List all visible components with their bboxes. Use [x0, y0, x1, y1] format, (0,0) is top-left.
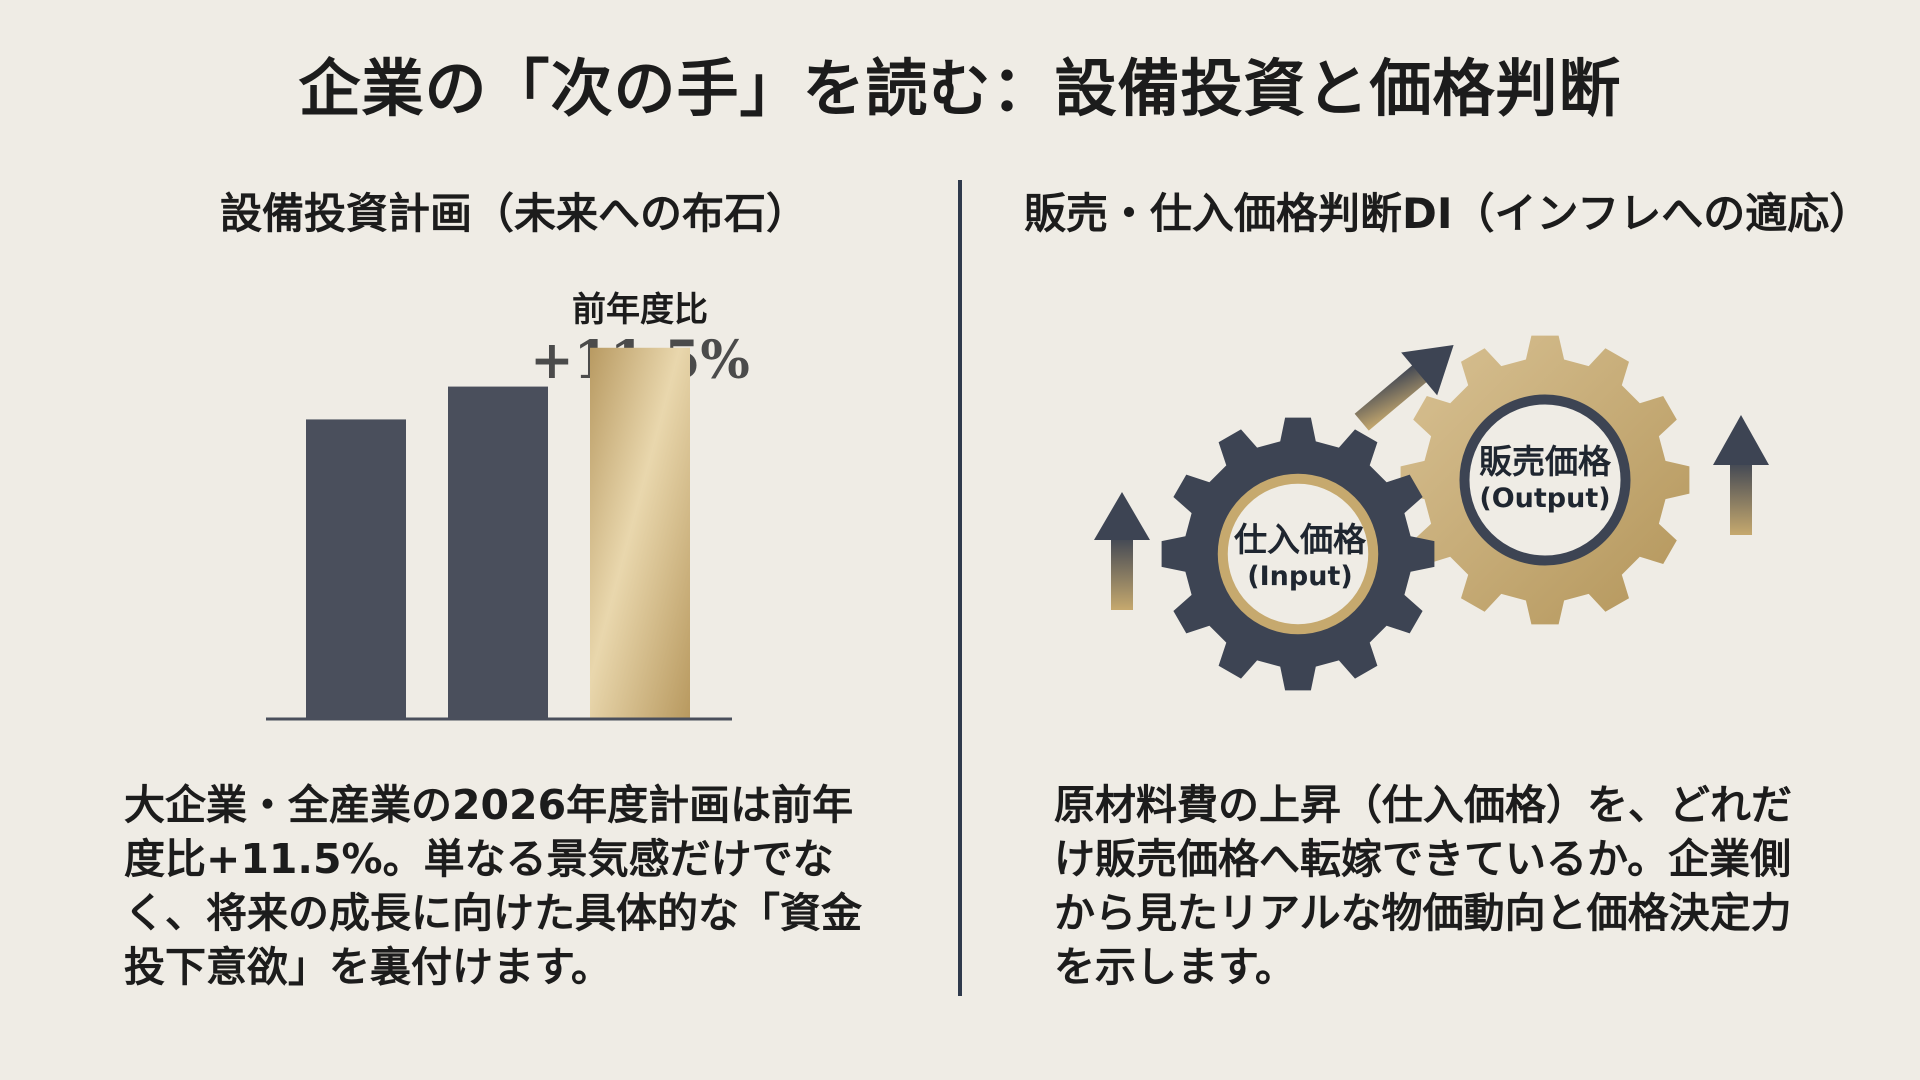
price-di-heading: 販売・仕入価格判断DI（インフレへの適応）	[1024, 189, 1872, 238]
gear-icon	[1400, 335, 1690, 625]
up-arrow-icon	[1094, 492, 1150, 610]
capex-description: 大企業・全産業の2026年度計画は前年度比+11.5%。単なる景気感だけでなく、…	[124, 781, 862, 991]
input-gear-label: 仕入価格 (Input)	[1215, 520, 1385, 594]
bar	[306, 419, 406, 718]
bar	[590, 347, 690, 718]
up-arrow-icon	[1713, 415, 1769, 535]
output-gear-label: 販売価格 (Output)	[1460, 442, 1630, 516]
yoy-label: 前年度比	[572, 290, 708, 330]
input-sublabel: (Input)	[1247, 561, 1353, 592]
page-title: 企業の「次の手」を読む：設備投資と価格判断	[298, 52, 1622, 125]
output-price-label: 販売価格	[1479, 442, 1611, 481]
price-di-description: 原材料費の上昇（仕入価格）を、どれだけ販売価格へ転嫁できているか。企業側から見た…	[1054, 781, 1792, 991]
gear-icon	[1161, 417, 1435, 691]
bar	[448, 386, 548, 718]
input-price-label: 仕入価格	[1234, 520, 1366, 559]
section-divider	[958, 180, 962, 996]
diagonal-arrow-icon	[1354, 345, 1454, 431]
output-sublabel: (Output)	[1479, 483, 1611, 514]
capex-heading: 設備投資計画（未来への布石）	[220, 189, 809, 238]
